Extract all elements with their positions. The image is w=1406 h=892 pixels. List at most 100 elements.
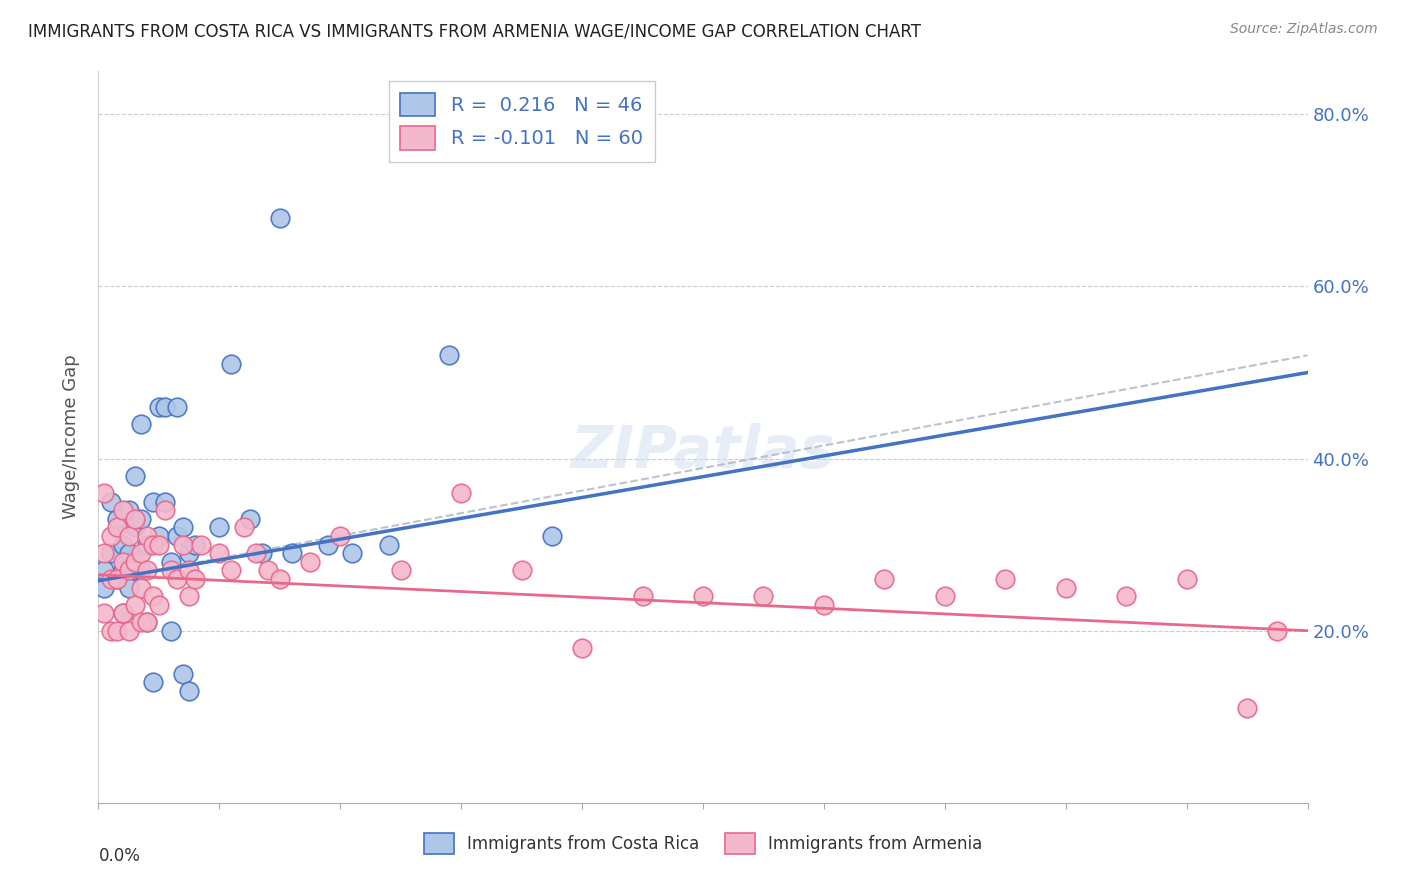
Point — [142, 494, 165, 508]
Point — [100, 572, 122, 586]
Point — [93, 607, 115, 621]
Point — [172, 538, 194, 552]
Point — [124, 564, 146, 578]
Point — [316, 538, 339, 552]
Point — [118, 624, 141, 638]
Point — [232, 520, 254, 534]
Point — [118, 581, 141, 595]
Y-axis label: Wage/Income Gap: Wage/Income Gap — [62, 355, 80, 519]
Point — [129, 564, 152, 578]
Point — [160, 564, 183, 578]
Legend: Immigrants from Costa Rica, Immigrants from Armenia: Immigrants from Costa Rica, Immigrants f… — [418, 827, 988, 860]
Point — [105, 572, 128, 586]
Point — [389, 564, 412, 578]
Point — [1054, 581, 1077, 595]
Point — [129, 581, 152, 595]
Point — [135, 615, 157, 629]
Point — [934, 589, 956, 603]
Point — [148, 598, 170, 612]
Point — [105, 512, 128, 526]
Point — [166, 400, 188, 414]
Point — [105, 520, 128, 534]
Text: Source: ZipAtlas.com: Source: ZipAtlas.com — [1230, 22, 1378, 37]
Point — [153, 503, 176, 517]
Point — [129, 417, 152, 432]
Point — [221, 357, 243, 371]
Point — [184, 538, 207, 552]
Text: IMMIGRANTS FROM COSTA RICA VS IMMIGRANTS FROM ARMENIA WAGE/INCOME GAP CORRELATIO: IMMIGRANTS FROM COSTA RICA VS IMMIGRANTS… — [28, 22, 921, 40]
Point — [1236, 701, 1258, 715]
Point — [1175, 572, 1198, 586]
Point — [571, 640, 593, 655]
Point — [129, 615, 152, 629]
Point — [100, 546, 122, 560]
Point — [124, 520, 146, 534]
Point — [190, 538, 212, 552]
Point — [166, 529, 188, 543]
Point — [1267, 624, 1289, 638]
Point — [994, 572, 1017, 586]
Point — [239, 512, 262, 526]
Point — [631, 589, 654, 603]
Point — [105, 624, 128, 638]
Point — [256, 564, 278, 578]
Point — [124, 468, 146, 483]
Point — [124, 555, 146, 569]
Point — [752, 589, 775, 603]
Point — [160, 624, 183, 638]
Point — [269, 211, 291, 225]
Point — [93, 564, 115, 578]
Point — [813, 598, 835, 612]
Point — [105, 572, 128, 586]
Point — [153, 400, 176, 414]
Point — [124, 598, 146, 612]
Point — [118, 546, 141, 560]
Point — [329, 529, 352, 543]
Point — [250, 546, 273, 560]
Point — [342, 546, 364, 560]
Point — [269, 572, 291, 586]
Point — [437, 348, 460, 362]
Point — [148, 400, 170, 414]
Point — [111, 538, 134, 552]
Point — [692, 589, 714, 603]
Point — [100, 624, 122, 638]
Point — [184, 572, 207, 586]
Point — [208, 520, 231, 534]
Point — [118, 503, 141, 517]
Point — [166, 572, 188, 586]
Point — [148, 529, 170, 543]
Point — [873, 572, 896, 586]
Point — [93, 581, 115, 595]
Point — [118, 564, 141, 578]
Point — [142, 589, 165, 603]
Point — [111, 607, 134, 621]
Point — [142, 538, 165, 552]
Point — [118, 529, 141, 543]
Point — [135, 564, 157, 578]
Point — [540, 529, 562, 543]
Point — [1115, 589, 1137, 603]
Point — [142, 675, 165, 690]
Point — [111, 503, 134, 517]
Point — [111, 607, 134, 621]
Point — [179, 546, 201, 560]
Point — [377, 538, 399, 552]
Text: ZIPatlas: ZIPatlas — [571, 423, 835, 480]
Point — [281, 546, 304, 560]
Point — [179, 564, 201, 578]
Point — [100, 494, 122, 508]
Point — [221, 564, 243, 578]
Point — [135, 529, 157, 543]
Point — [299, 555, 322, 569]
Point — [179, 589, 201, 603]
Point — [124, 512, 146, 526]
Text: 0.0%: 0.0% — [98, 847, 141, 864]
Point — [510, 564, 533, 578]
Point — [450, 486, 472, 500]
Point — [135, 538, 157, 552]
Point — [93, 486, 115, 500]
Point — [111, 564, 134, 578]
Point — [148, 538, 170, 552]
Point — [135, 615, 157, 629]
